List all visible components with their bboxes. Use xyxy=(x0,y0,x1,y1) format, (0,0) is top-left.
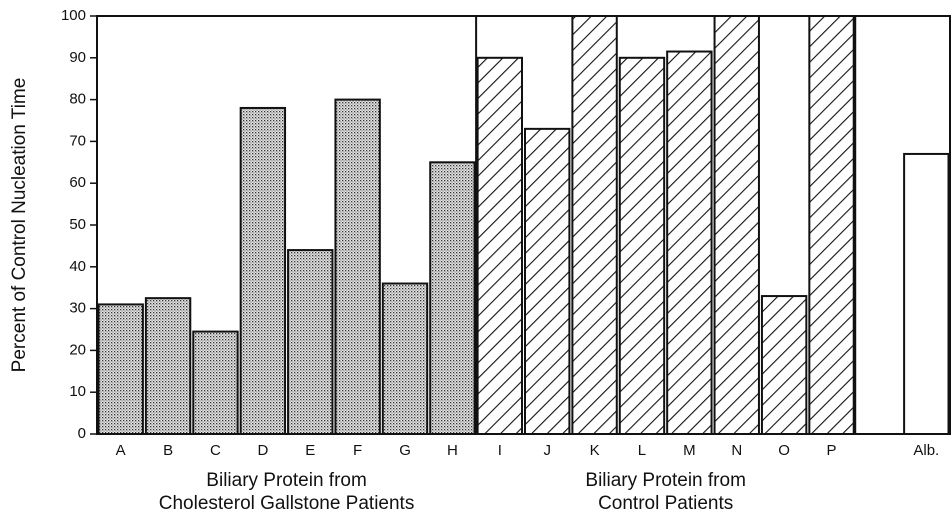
plot-frame xyxy=(96,15,951,435)
x-tick-label: L xyxy=(638,442,646,459)
y-axis-label: Percent of Control Nucleation Time xyxy=(9,78,30,373)
bar xyxy=(192,330,239,435)
bar xyxy=(713,15,760,435)
bar xyxy=(476,56,524,436)
x-tick-label: B xyxy=(163,442,173,459)
group-label: Control Patients xyxy=(598,493,733,514)
bar xyxy=(144,297,192,435)
x-tick-label: I xyxy=(498,442,502,459)
y-tick-label: 30 xyxy=(69,300,86,317)
bar xyxy=(571,15,618,435)
x-tick-label: M xyxy=(683,442,696,459)
y-tick-label: 90 xyxy=(69,49,86,66)
bar xyxy=(381,282,429,435)
group-label: Biliary Protein from xyxy=(585,470,746,491)
bar xyxy=(808,15,855,435)
x-tick-label: O xyxy=(778,442,790,459)
bar xyxy=(524,127,571,436)
x-tick-label: E xyxy=(305,442,315,459)
x-tick-label: G xyxy=(399,442,411,459)
y-tick-label: 100 xyxy=(61,7,86,24)
x-tick-label: N xyxy=(731,442,742,459)
bar xyxy=(429,161,476,436)
y-tick-label: 50 xyxy=(69,216,86,233)
x-tick-label: P xyxy=(827,442,837,459)
y-tick-label: 20 xyxy=(69,341,86,358)
bar xyxy=(334,98,381,435)
group-label: Biliary Protein from xyxy=(206,470,367,491)
y-tick-label: 70 xyxy=(69,132,86,149)
x-tick-label: A xyxy=(116,442,126,459)
bar xyxy=(666,50,713,435)
x-tick-label: H xyxy=(447,442,458,459)
y-tick-label: 0 xyxy=(78,425,86,442)
bar xyxy=(287,249,334,435)
y-tick-label: 80 xyxy=(69,91,86,108)
bar xyxy=(239,106,287,436)
y-tick-label: 40 xyxy=(69,258,86,275)
x-tick-label: D xyxy=(257,442,268,459)
x-tick-label: J xyxy=(543,442,551,459)
x-tick-label: K xyxy=(590,442,600,459)
y-tick-label: 60 xyxy=(69,174,86,191)
y-tick-label: 10 xyxy=(69,383,86,400)
x-tick-label: C xyxy=(210,442,221,459)
x-tick-label: Alb. xyxy=(913,442,939,459)
bar xyxy=(903,152,950,435)
group-label: Cholesterol Gallstone Patients xyxy=(159,493,415,514)
x-tick-label: F xyxy=(353,442,362,459)
bar xyxy=(760,295,808,435)
bar xyxy=(97,303,144,436)
bar xyxy=(618,56,666,436)
